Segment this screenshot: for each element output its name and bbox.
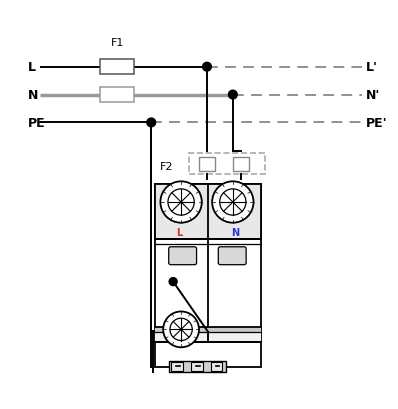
Text: N: N (231, 227, 239, 238)
Circle shape (160, 182, 202, 223)
Text: PE: PE (28, 117, 45, 130)
FancyBboxPatch shape (218, 247, 246, 265)
Bar (155, 184, 261, 367)
Bar (100, 60, 135, 75)
Circle shape (147, 119, 156, 128)
FancyBboxPatch shape (169, 247, 197, 265)
Bar (155, 184, 261, 239)
Text: L: L (176, 227, 182, 238)
Circle shape (228, 91, 237, 100)
Text: N: N (28, 89, 38, 102)
Circle shape (220, 189, 246, 216)
Circle shape (170, 319, 192, 341)
Text: PE': PE' (366, 117, 388, 130)
Bar (171, 362, 183, 371)
Text: L: L (28, 61, 36, 74)
Text: N': N' (366, 89, 380, 102)
Bar (191, 362, 203, 371)
Bar (169, 361, 226, 372)
Circle shape (163, 312, 199, 347)
Circle shape (168, 189, 194, 216)
Bar (211, 362, 222, 371)
Bar (233, 157, 249, 171)
Bar (199, 157, 215, 171)
Circle shape (212, 182, 254, 223)
Bar (189, 154, 265, 175)
Bar (155, 332, 261, 342)
Circle shape (203, 63, 211, 72)
Bar (155, 327, 261, 332)
Text: F2: F2 (160, 162, 173, 172)
Bar (100, 88, 135, 103)
Circle shape (169, 278, 177, 286)
Text: L': L' (366, 61, 378, 74)
Text: F1: F1 (111, 38, 124, 48)
